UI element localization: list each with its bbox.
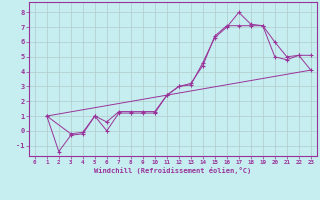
- X-axis label: Windchill (Refroidissement éolien,°C): Windchill (Refroidissement éolien,°C): [94, 167, 252, 174]
